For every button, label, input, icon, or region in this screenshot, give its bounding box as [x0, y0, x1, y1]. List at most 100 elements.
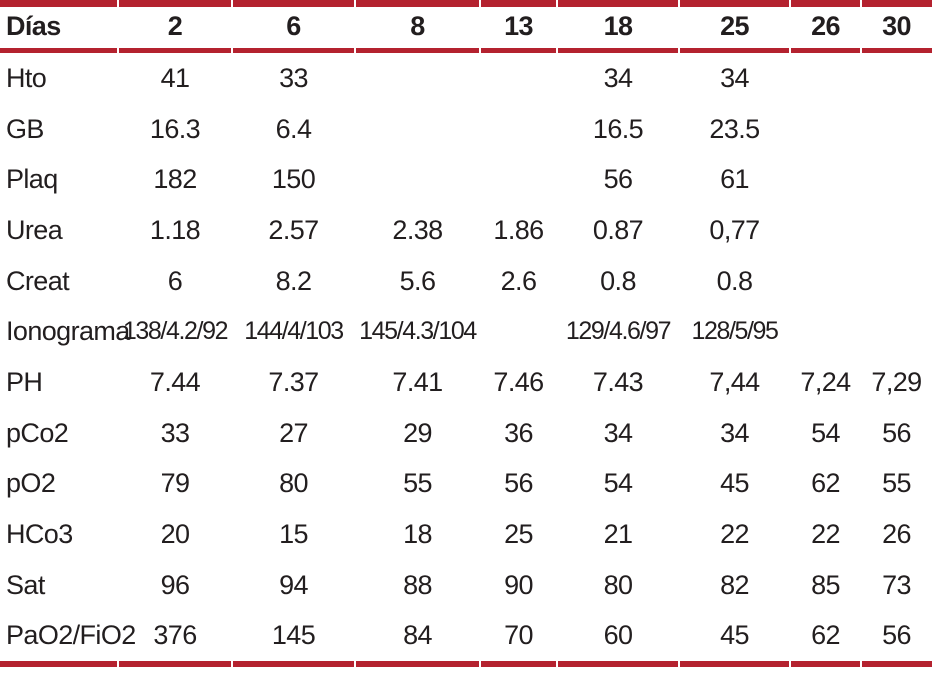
row-label: pCo2: [6, 417, 69, 448]
value-cell: 7.37: [268, 366, 319, 397]
value-cell: 45: [720, 468, 749, 499]
value-cell: 0,77: [709, 214, 760, 245]
day-header-cell: 26: [811, 11, 840, 41]
value-cell: 70: [504, 620, 533, 651]
value-cell: [861, 53, 932, 104]
value-cell: [790, 205, 861, 256]
value-cell: 145/4.3/104: [359, 317, 477, 346]
value-cell: [861, 306, 932, 357]
table-row-ph: PH 7.44 7.37 7.41 7.46 7.43 7,44 7,24 7,…: [0, 357, 932, 408]
value-cell: 26: [882, 519, 911, 550]
table-row-gb: GB 16.3 6.4 16.5 23.5: [0, 104, 932, 155]
value-cell: 61: [720, 164, 749, 195]
value-cell: 45: [720, 620, 749, 651]
value-cell: 94: [279, 569, 308, 600]
value-cell: [480, 154, 557, 205]
value-cell: [790, 154, 861, 205]
day-header-cell: 8: [410, 11, 425, 41]
value-cell: [790, 306, 861, 357]
value-cell: 56: [603, 164, 633, 195]
value-cell: 21: [603, 519, 633, 550]
value-cell: [790, 256, 861, 307]
row-label: HCo3: [6, 519, 73, 550]
value-cell: 54: [603, 468, 633, 499]
row-label: Hto: [6, 62, 47, 93]
value-cell: 128/5/95: [691, 317, 779, 346]
value-cell: 55: [403, 468, 432, 499]
row-label: Plaq: [6, 164, 58, 195]
value-cell: 27: [279, 417, 308, 448]
value-cell: [480, 53, 557, 104]
value-cell: 34: [720, 62, 749, 93]
value-cell: 84: [403, 620, 432, 651]
value-cell: 145: [271, 620, 316, 651]
row-label: Sat: [6, 569, 45, 600]
day-header-cell: 13: [504, 11, 533, 41]
value-cell: 73: [882, 569, 911, 600]
value-cell: 34: [720, 417, 749, 448]
value-cell: 25: [504, 519, 533, 550]
value-cell: 1.86: [493, 214, 544, 245]
row-label: PaO2/FiO2: [6, 620, 136, 651]
table-header-rule: [0, 48, 932, 53]
value-cell: 2.57: [268, 214, 319, 245]
value-cell: 182: [153, 164, 197, 195]
value-cell: 7.43: [592, 366, 644, 397]
value-cell: 138/4.2/92: [122, 317, 229, 346]
row-label: pO2: [6, 468, 56, 499]
table-row-plaq: Plaq 182 150 56 61: [0, 154, 932, 205]
value-cell: 33: [160, 417, 190, 448]
value-cell: [790, 104, 861, 155]
value-cell: 20: [160, 519, 190, 550]
value-cell: 54: [811, 417, 840, 448]
value-cell: 7.41: [392, 366, 443, 397]
value-cell: 90: [504, 569, 533, 600]
table-row-hto: Hto 41 33 34 34: [0, 53, 932, 104]
value-cell: 376: [153, 620, 197, 651]
table-bottom-rule: [0, 661, 932, 667]
value-cell: 150: [271, 164, 316, 195]
value-cell: 96: [160, 569, 190, 600]
table-row-pao2fio2: PaO2/FiO2 376 145 84 70 60 45 62 56: [0, 611, 932, 662]
value-cell: 1.18: [149, 214, 201, 245]
table-row-hco3: HCo3 20 15 18 25 21 22 22 26: [0, 509, 932, 560]
value-cell: 60: [603, 620, 633, 651]
value-cell: 0.8: [716, 265, 753, 296]
table-row-ionograma: Ionograma 138/4.2/92 144/4/103 145/4.3/1…: [0, 306, 932, 357]
value-cell: 55: [882, 468, 911, 499]
value-cell: [355, 154, 480, 205]
value-cell: 0.8: [600, 265, 636, 296]
value-cell: 62: [811, 468, 840, 499]
day-header-cell: 2: [167, 11, 183, 41]
value-cell: 62: [811, 620, 840, 651]
value-cell: 7.46: [493, 366, 544, 397]
value-cell: [861, 205, 932, 256]
value-cell: 88: [403, 569, 432, 600]
value-cell: 22: [720, 519, 749, 550]
value-cell: 56: [882, 620, 911, 651]
table-row-creat: Creat 6 8.2 5.6 2.6 0.8 0.8: [0, 256, 932, 307]
value-cell: 36: [504, 417, 533, 448]
value-cell: [861, 154, 932, 205]
header-row: Días 2 6 8 13 18 25 26 30: [0, 0, 932, 53]
day-header-cell: 18: [603, 11, 633, 41]
row-label: PH: [6, 366, 43, 397]
value-cell: 7,29: [871, 366, 922, 397]
value-cell: 2.38: [392, 214, 443, 245]
value-cell: 6.4: [275, 113, 312, 144]
value-cell: 34: [603, 417, 633, 448]
value-cell: 56: [504, 468, 533, 499]
value-cell: 80: [603, 569, 633, 600]
value-cell: 79: [160, 468, 190, 499]
value-cell: [861, 256, 932, 307]
row-label: Urea: [6, 214, 63, 245]
value-cell: 7,44: [709, 366, 760, 397]
value-cell: 2.6: [500, 265, 537, 296]
value-cell: 5.6: [399, 265, 436, 296]
value-cell: 23.5: [709, 113, 760, 144]
value-cell: [480, 104, 557, 155]
value-cell: 7.44: [149, 366, 201, 397]
value-cell: [355, 53, 480, 104]
